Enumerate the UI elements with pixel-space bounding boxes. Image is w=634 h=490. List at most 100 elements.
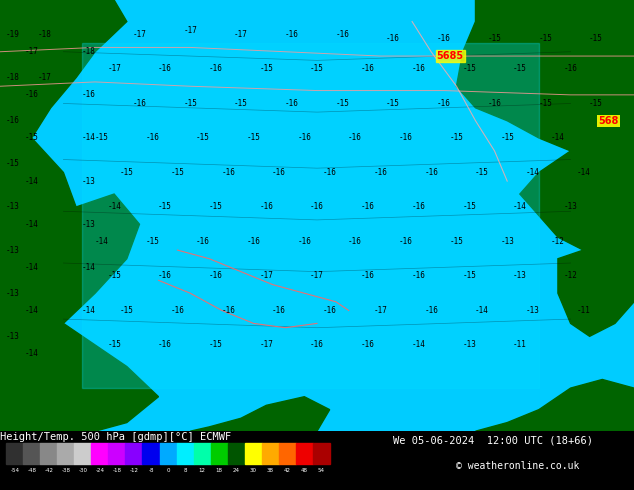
Text: -17: -17 [183, 25, 197, 35]
Text: -13: -13 [6, 289, 20, 298]
Text: -15: -15 [462, 202, 476, 212]
Text: -17: -17 [133, 30, 146, 39]
Bar [278, 443, 295, 464]
Text: -16: -16 [209, 65, 223, 74]
Text: 5685: 5685 [437, 51, 463, 61]
Text: -13: -13 [6, 245, 20, 255]
Text: -13: -13 [526, 306, 540, 315]
Text: -18: -18 [112, 468, 122, 473]
Text: -15: -15 [120, 306, 134, 315]
Text: -14: -14 [25, 220, 39, 229]
Text: -54: -54 [10, 468, 20, 473]
Polygon shape [520, 108, 634, 250]
Text: -15: -15 [450, 237, 463, 246]
Text: -18: -18 [82, 47, 96, 56]
Text: -16: -16 [158, 271, 172, 280]
Text: -16: -16 [373, 168, 387, 177]
Text: -15: -15 [145, 237, 159, 246]
Text: -15: -15 [158, 202, 172, 212]
Text: -16: -16 [361, 271, 375, 280]
Text: -14: -14 [25, 176, 39, 186]
Text: -15: -15 [538, 34, 552, 43]
Text: -17: -17 [310, 271, 324, 280]
Text: -17: -17 [259, 341, 273, 349]
Text: -18: -18 [37, 30, 51, 39]
Bar [58, 443, 74, 464]
Text: -16: -16 [361, 341, 375, 349]
Text: -48: -48 [27, 468, 36, 473]
Bar [210, 443, 228, 464]
Text: -16: -16 [145, 133, 159, 143]
Text: -16: -16 [221, 306, 235, 315]
Text: -16: -16 [335, 30, 349, 39]
Text: 5685: 5685 [437, 51, 463, 61]
Text: -16: -16 [411, 271, 425, 280]
Text: -12: -12 [551, 237, 565, 246]
Text: 568: 568 [598, 116, 619, 126]
Text: -13: -13 [6, 202, 20, 212]
Polygon shape [0, 323, 158, 431]
Text: -17: -17 [373, 306, 387, 315]
Text: -15: -15 [234, 99, 248, 108]
Text: 42: 42 [283, 468, 290, 473]
Text: -12: -12 [564, 271, 578, 280]
Text: -14: -14 [25, 263, 39, 272]
Bar [245, 443, 262, 464]
Polygon shape [558, 216, 634, 336]
Bar [143, 443, 160, 464]
Text: -16: -16 [348, 237, 362, 246]
Bar [262, 443, 278, 464]
Text: 54: 54 [318, 468, 325, 473]
Text: -16: -16 [488, 99, 501, 108]
Text: -15: -15 [107, 341, 121, 349]
Text: -16: -16 [133, 99, 146, 108]
Text: -13: -13 [462, 341, 476, 349]
Text: -16: -16 [158, 341, 172, 349]
Text: -15: -15 [513, 65, 527, 74]
Text: -15: -15 [475, 168, 489, 177]
Text: -14: -14 [82, 306, 96, 315]
Polygon shape [0, 0, 127, 302]
Bar [41, 443, 58, 464]
Text: 8: 8 [183, 468, 187, 473]
Text: -16: -16 [82, 90, 96, 99]
Text: -16: -16 [247, 237, 261, 246]
Text: 18: 18 [216, 468, 223, 473]
Text: -13: -13 [6, 332, 20, 341]
Text: -18: -18 [6, 73, 20, 82]
Text: -24: -24 [96, 468, 105, 473]
Text: -16: -16 [399, 237, 413, 246]
Text: -15: -15 [589, 34, 603, 43]
Text: -16: -16 [564, 65, 578, 74]
Text: -19: -19 [6, 30, 20, 39]
Text: -17: -17 [25, 47, 39, 56]
Text: -16: -16 [196, 237, 210, 246]
Text: -16: -16 [171, 306, 184, 315]
Text: -16: -16 [297, 237, 311, 246]
Bar [6, 443, 23, 464]
Text: -16: -16 [272, 306, 286, 315]
Text: -15: -15 [107, 271, 121, 280]
Polygon shape [190, 397, 330, 431]
Text: -8: -8 [148, 468, 153, 473]
Text: -13: -13 [564, 202, 578, 212]
Bar [176, 443, 193, 464]
Text: -15: -15 [500, 133, 514, 143]
Text: -16: -16 [361, 202, 375, 212]
Text: -30: -30 [79, 468, 87, 473]
Text: -16: -16 [323, 168, 337, 177]
Bar [126, 443, 143, 464]
Bar [295, 443, 313, 464]
Text: -16: -16 [437, 99, 451, 108]
Text: -16: -16 [424, 168, 438, 177]
Text: -17: -17 [107, 65, 121, 74]
Text: -15: -15 [120, 168, 134, 177]
Text: -13: -13 [500, 237, 514, 246]
Text: -15: -15 [310, 65, 324, 74]
Text: -15: -15 [462, 65, 476, 74]
Text: 24: 24 [233, 468, 240, 473]
Bar [23, 443, 41, 464]
Text: -13: -13 [82, 176, 96, 186]
Text: -14: -14 [82, 133, 96, 143]
Text: -16: -16 [424, 306, 438, 315]
